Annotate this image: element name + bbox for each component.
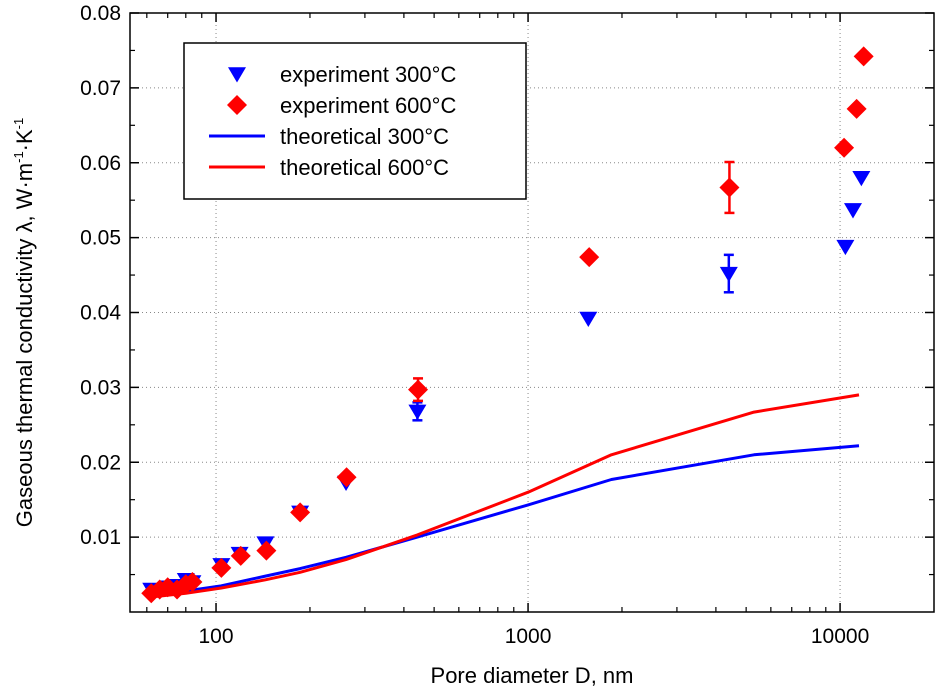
x-axis-label: Pore diameter D, nm	[431, 663, 634, 688]
legend-swatch-diamond	[227, 95, 247, 115]
legend-label: theoretical 600°C	[280, 155, 449, 180]
x-tick-label: 10000	[811, 625, 869, 648]
marker-exp600	[230, 545, 251, 566]
theory-line-1	[151, 393, 860, 599]
theory-line-0	[151, 444, 860, 597]
y-tick-label: 0.06	[80, 152, 121, 175]
marker-exp600	[256, 540, 277, 561]
marker-exp300	[719, 266, 738, 283]
marker-exp600	[336, 467, 357, 488]
marker-exp300	[836, 239, 855, 256]
legend-label: experiment 600°C	[280, 93, 456, 118]
y-axis-label: Gaseous thermal conductivity λ, W·m-1·K-…	[11, 118, 37, 527]
marker-exp600	[834, 137, 855, 158]
legend-swatch-triangle	[228, 67, 246, 83]
y-tick-label: 0.04	[80, 302, 121, 325]
marker-exp600	[408, 379, 429, 400]
y-tick-label: 0.03	[80, 376, 121, 399]
x-tick-label: 100	[199, 625, 234, 648]
y-axis-label-exp1: -1	[11, 151, 26, 163]
marker-exp600	[211, 557, 232, 578]
legend-label: theoretical 300°C	[280, 124, 449, 149]
legend-label: experiment 300°C	[280, 62, 456, 87]
marker-exp600	[846, 98, 867, 119]
y-tick-label: 0.01	[80, 526, 121, 549]
marker-exp300	[408, 404, 427, 420]
y-axis-label-exp2: -1	[11, 118, 26, 130]
marker-exp600	[290, 502, 311, 523]
legend: experiment 300°C experiment 600°C theoreti…	[183, 42, 527, 200]
marker-exp600	[579, 247, 600, 268]
axis-ticks: 0.01 0.02 0.03 0.04 0.05 0.06 0.07 0.08 100 1000 1…	[80, 2, 934, 648]
y-tick-label: 0.07	[80, 77, 121, 100]
marker-exp600	[719, 177, 740, 198]
y-tick-label: 0.02	[80, 451, 121, 474]
marker-exp300	[843, 203, 862, 219]
x-tick-label: 1000	[505, 625, 552, 648]
marker-exp600	[182, 572, 203, 593]
y-axis-label-mid: ·K	[12, 129, 37, 151]
experiment-markers	[141, 46, 874, 604]
marker-exp600	[853, 46, 874, 67]
y-axis-label-main: Gaseous thermal conductivity λ, W·m	[12, 163, 37, 527]
marker-exp300	[579, 311, 598, 328]
theory-lines	[151, 393, 860, 599]
y-tick-label: 0.08	[80, 2, 121, 25]
marker-exp300	[852, 170, 871, 187]
y-tick-label: 0.05	[80, 227, 121, 250]
